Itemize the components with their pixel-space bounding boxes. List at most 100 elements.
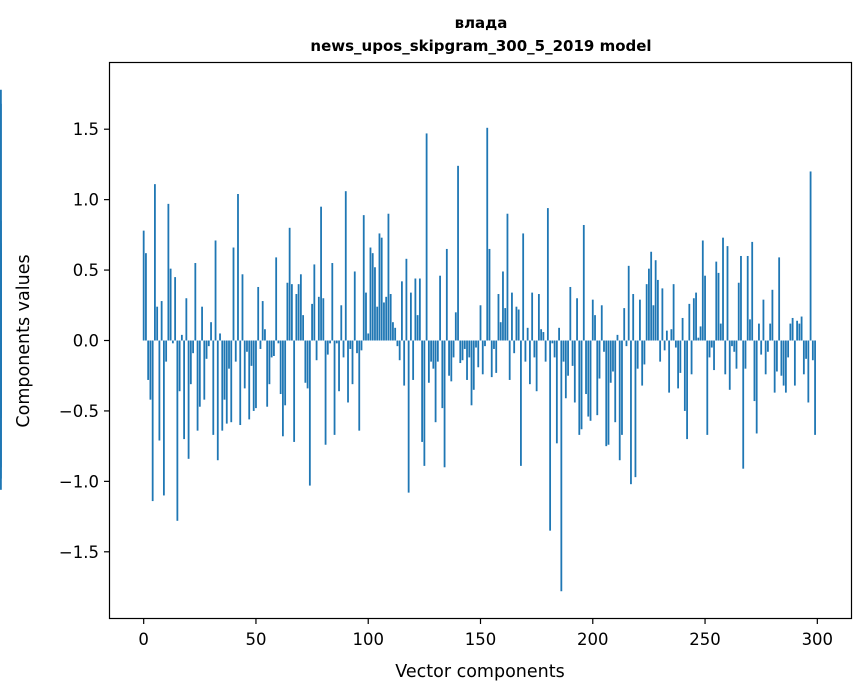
bar-81 [324,340,327,445]
bar-216 [627,265,630,341]
bar-263 [733,340,736,352]
bar-129 [432,340,435,369]
bar-18 [183,340,185,440]
bar-209 [612,340,614,372]
bar-41 [234,340,237,362]
bar-0 [142,230,145,341]
bar-219 [634,340,637,478]
bar-113 [396,340,399,347]
bar-15 [176,340,179,521]
bar-29 [207,340,210,347]
bar-179 [544,340,547,362]
bar-262 [731,340,733,347]
bar-64 [286,282,289,341]
bar-117 [405,258,408,341]
bar-281 [773,340,776,393]
bar-137 [450,340,453,382]
bar-3 [149,340,152,400]
bar-65 [288,227,291,341]
x-tick-label: 250 [689,630,721,649]
bar-103 [374,267,376,341]
bar-102 [371,253,374,341]
bar-208 [609,340,612,383]
bar-116 [403,340,406,386]
bar-12 [169,268,172,341]
bar-297 [809,171,812,341]
bar-85 [333,340,336,435]
bar-50 [255,340,257,409]
bar-278 [767,340,769,352]
bar-232 [663,340,666,351]
bar-61 [279,340,282,395]
bar-173 [531,292,534,341]
bar-258 [722,237,724,341]
bar-211 [616,334,619,341]
bar-181 [549,340,552,531]
y-axis-label: Components values [14,254,34,427]
bar-274 [758,323,760,341]
bar-192 [573,340,576,403]
bar-60 [277,340,280,344]
bar-182 [551,340,554,344]
bar-236 [672,284,675,341]
bar-6 [156,306,159,341]
bar-79 [320,206,322,341]
y-tick-label: −1.5 [59,543,99,562]
bar-125 [423,340,426,466]
bar-10 [165,340,168,362]
bar-123 [418,278,421,341]
bar-88 [340,305,343,341]
bar-245 [692,298,695,341]
bar-92 [349,340,352,349]
bar-190 [569,286,572,341]
bar-86 [335,340,338,344]
bar-141 [459,340,462,364]
bar-222 [641,340,644,386]
bar-109 [387,213,390,341]
bar-183 [553,340,556,358]
bar-68 [295,294,298,341]
bar-148 [475,340,477,348]
bar-77 [315,340,318,361]
bar-176 [537,294,540,341]
bar-170 [524,340,527,362]
bar-151 [481,340,484,375]
bar-217 [630,340,632,485]
bar-197 [585,340,587,395]
bar-20 [187,340,190,459]
bar-69 [297,284,300,341]
bar-156 [493,340,495,349]
bar-138 [452,340,455,358]
bar-142 [461,340,464,361]
bar-38 [228,340,230,369]
bar-67 [293,340,296,442]
y-tick-label: 0.0 [73,332,99,351]
bar-253 [710,340,713,348]
x-tick-label: 200 [577,630,609,649]
bar-220 [636,340,639,369]
bar-228 [654,260,657,341]
bar-234 [668,340,671,393]
bar-224 [645,284,648,341]
bar-169 [522,233,525,341]
bar-76 [313,264,316,341]
bar-206 [605,340,608,447]
bar-276 [762,299,765,341]
bar-131 [436,340,439,362]
bar-243 [688,303,691,341]
bar-291 [796,320,799,341]
bar-174 [533,340,536,358]
x-axis-label: Vector components [395,662,564,682]
bar-83 [329,340,331,344]
bar-270 [749,319,751,341]
bar-187 [562,340,565,362]
bar-106 [380,237,383,341]
bar-104 [376,306,379,341]
bar-225 [648,268,650,341]
bar-207 [607,340,610,445]
bar-136 [448,340,450,376]
bar-105 [378,233,381,341]
bar-221 [639,299,641,341]
bar-40 [232,247,235,341]
bar-273 [755,340,758,434]
